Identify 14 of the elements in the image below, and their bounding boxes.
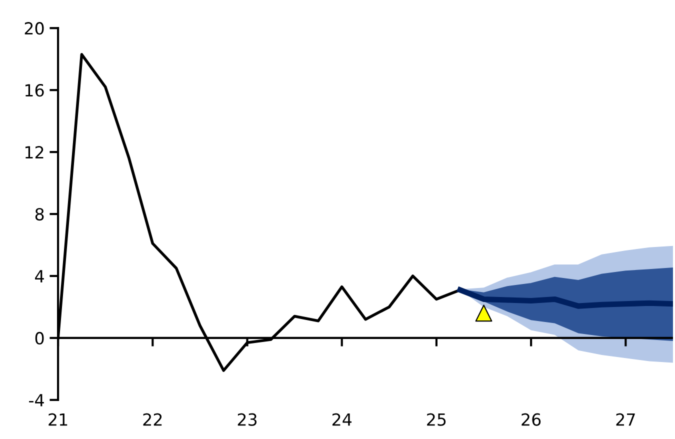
y-tick-label: 16 xyxy=(25,84,44,97)
x-tick-label: 22 xyxy=(143,413,162,426)
x-tick-label: 27 xyxy=(616,413,635,426)
y-tick-label: 20 xyxy=(24,22,44,35)
x-tick-label: 24 xyxy=(332,413,352,426)
y-tick-label: 4 xyxy=(35,270,44,282)
y-tick-label: 8 xyxy=(35,208,44,221)
y-tick-label: 0 xyxy=(35,332,44,345)
y-tick-label: 12 xyxy=(25,146,44,158)
y-tick-label: -4 xyxy=(29,394,44,406)
x-tick-label: 25 xyxy=(427,413,446,426)
x-tick-label: 26 xyxy=(522,413,541,426)
x-tick-label: 23 xyxy=(238,413,257,426)
x-tick-label: 21 xyxy=(48,413,68,426)
